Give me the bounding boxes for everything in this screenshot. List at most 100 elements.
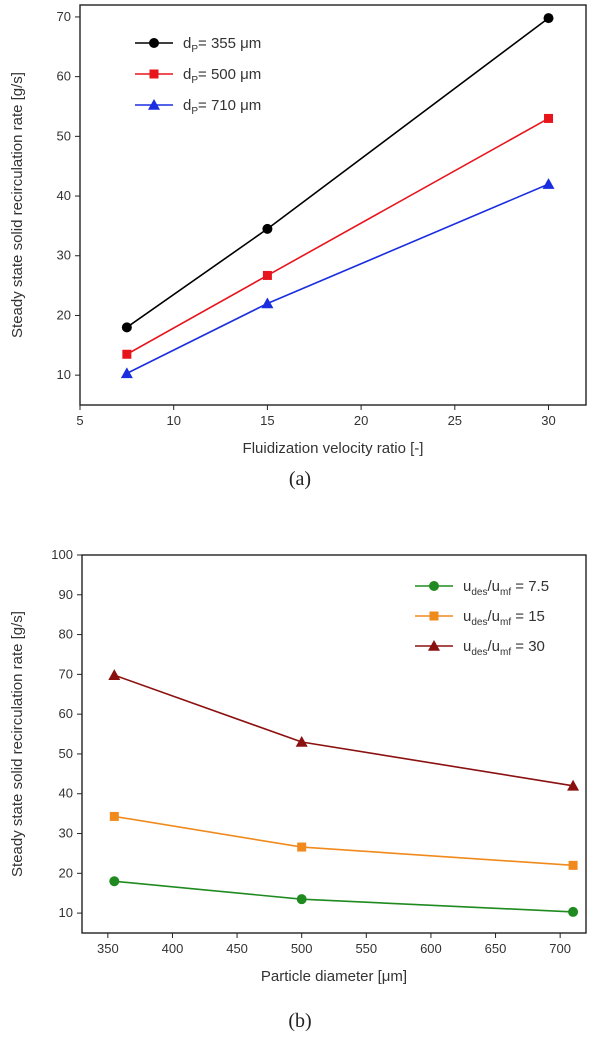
y-tick-label: 40 xyxy=(57,188,71,203)
legend-marker xyxy=(429,611,439,621)
x-tick-label: 400 xyxy=(162,941,184,956)
y-axis-label: Steady state solid recirculation rate [g… xyxy=(9,72,26,338)
series-line xyxy=(114,674,574,787)
y-tick-label: 40 xyxy=(59,786,73,801)
y-tick-label: 60 xyxy=(57,69,71,84)
panel-label-b: (b) xyxy=(288,1010,312,1032)
legend-text-part: u xyxy=(463,638,471,655)
plot-frame xyxy=(81,554,587,934)
legend-subscript: P xyxy=(191,106,198,117)
legend-marker xyxy=(428,640,440,651)
legend-subscript: des xyxy=(471,587,487,598)
data-point xyxy=(122,349,132,359)
legend-label: udes/umf = 7.5 xyxy=(463,578,549,598)
x-axis-label: Fluidization velocity ratio [-] xyxy=(243,440,424,457)
legend-subscript: mf xyxy=(500,647,511,658)
y-tick-label: 100 xyxy=(51,547,73,562)
x-tick-label: 700 xyxy=(549,941,571,956)
x-tick-label: 500 xyxy=(291,941,313,956)
legend-label: dP= 500 μm xyxy=(183,66,261,86)
legend-text-part: = 30 xyxy=(511,638,545,655)
legend-marker xyxy=(429,581,439,591)
y-tick-label: 20 xyxy=(59,865,73,880)
x-axis-label: Particle diameter [μm] xyxy=(261,968,407,985)
chart-a-svg: 5 10 15 20 25 30 10 20 30 40 50 60 70 Fluidization ve… xyxy=(9,4,587,457)
data-point xyxy=(567,779,580,791)
legend-text-part: = 710 μm xyxy=(198,97,261,114)
data-point xyxy=(121,322,132,333)
legend-subscript: des xyxy=(471,647,487,658)
chart-panel-b: 350 400 450 500 550 600 650 700 10 20 30 40 50 60 70 80… xyxy=(0,525,600,1050)
data-point xyxy=(568,906,579,917)
x-tick-label: 600 xyxy=(420,941,442,956)
legend-label: udes/umf = 30 xyxy=(463,638,545,658)
chart-b-svg: 350 400 450 500 550 600 650 700 10 20 30 40 50 60 70 80… xyxy=(9,547,587,985)
legend-subscript: P xyxy=(191,44,198,55)
y-tick-label: 30 xyxy=(57,248,71,263)
data-point xyxy=(297,842,307,852)
data-point xyxy=(543,13,554,24)
y-tick-label: 70 xyxy=(57,9,71,24)
y-axis-label: Steady state solid recirculation rate [g… xyxy=(9,611,26,877)
y-tick-label: 50 xyxy=(57,128,71,143)
legend-subscript: mf xyxy=(500,587,511,598)
legend-subscript: mf xyxy=(500,617,511,628)
data-point xyxy=(568,860,578,870)
data-point xyxy=(544,113,554,123)
data-point xyxy=(295,736,308,747)
data-point xyxy=(109,811,119,821)
x-tick-label: 10 xyxy=(166,413,180,428)
legend-text-part: /u xyxy=(487,638,500,655)
x-tick-label: 5 xyxy=(76,413,83,428)
legend-label: dP= 710 μm xyxy=(183,97,261,117)
data-point xyxy=(262,223,273,234)
legend-text-part: = 500 μm xyxy=(198,66,261,83)
legend-text-part: = 355 μm xyxy=(198,35,261,52)
x-tick-label: 15 xyxy=(260,413,274,428)
y-tick-label: 70 xyxy=(59,666,73,681)
legend-text-part: /u xyxy=(487,608,500,625)
x-tick-label: 350 xyxy=(97,941,119,956)
legend-text-part: = 7.5 xyxy=(511,578,549,595)
y-tick-label: 10 xyxy=(57,367,71,382)
data-point xyxy=(109,876,120,887)
x-tick-label: 30 xyxy=(541,413,555,428)
y-tick-label: 80 xyxy=(59,627,73,642)
y-tick-label: 30 xyxy=(59,826,73,841)
data-point xyxy=(296,894,307,905)
plot-frame xyxy=(79,4,587,406)
legend-subscript: des xyxy=(471,617,487,628)
data-point xyxy=(120,367,133,379)
legend-label: dP= 355 μm xyxy=(183,35,261,55)
x-tick-label: 25 xyxy=(448,413,462,428)
legend-text-part: = 15 xyxy=(511,608,545,625)
x-tick-label: 20 xyxy=(354,413,368,428)
legend-text-part: u xyxy=(463,608,471,625)
series-line xyxy=(114,815,574,867)
legend-text-part: d xyxy=(183,66,191,83)
panel-label-a: (a) xyxy=(288,468,312,490)
series-line xyxy=(126,183,549,375)
data-point xyxy=(542,178,555,189)
y-tick-label: 90 xyxy=(59,587,73,602)
x-tick-label: 550 xyxy=(355,941,377,956)
y-tick-label: 20 xyxy=(57,307,71,322)
legend-marker xyxy=(149,69,159,79)
series-line xyxy=(114,880,574,913)
series-line xyxy=(126,17,549,329)
y-tick-label: 50 xyxy=(59,746,73,761)
y-tick-label: 10 xyxy=(59,905,73,920)
chart-panel-a: 5 10 15 20 25 30 10 20 30 40 50 60 70 Fluidization ve… xyxy=(0,0,600,500)
data-point xyxy=(261,297,274,309)
series-line xyxy=(126,117,549,355)
legend-marker xyxy=(148,99,160,110)
legend-subscript: P xyxy=(191,75,198,86)
x-tick-label: 450 xyxy=(226,941,248,956)
data-point xyxy=(108,669,121,680)
data-point xyxy=(262,270,272,280)
legend-marker xyxy=(149,38,159,48)
legend-text-part: d xyxy=(183,97,191,114)
x-tick-label: 650 xyxy=(485,941,507,956)
legend-text-part: /u xyxy=(487,578,500,595)
legend-text-part: d xyxy=(183,35,191,52)
